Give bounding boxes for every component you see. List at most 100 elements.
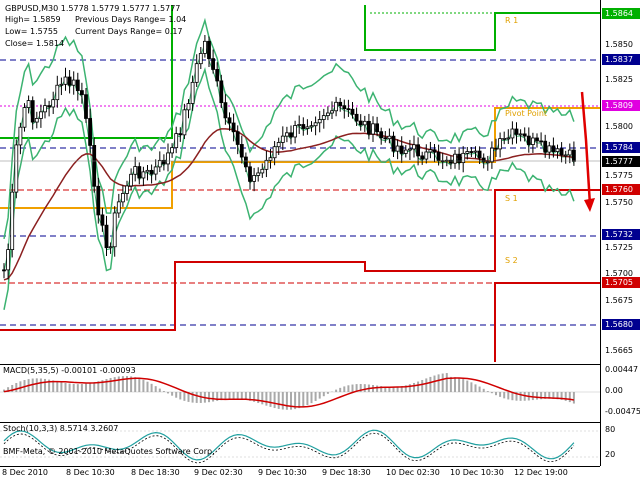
current-days-range-label: Current Days Range= 0.17 — [75, 27, 183, 36]
candle-body — [301, 124, 306, 129]
forecast-arrow-head — [584, 198, 595, 212]
candle-body — [18, 126, 23, 146]
stochastic-canvas — [0, 429, 600, 464]
candle-body — [453, 153, 457, 164]
price-box-label: 1.5809 — [605, 101, 633, 110]
candle-body — [399, 145, 404, 154]
candle-body — [531, 137, 535, 145]
candle-body — [309, 125, 314, 128]
candle-body — [481, 157, 486, 163]
candle-body — [280, 135, 285, 143]
r1-label: R 1 — [505, 16, 519, 25]
price-tick: 1.5825 — [605, 75, 633, 84]
candle-body — [235, 131, 240, 145]
price-box-label: 1.5837 — [605, 55, 633, 64]
r1-step-line — [364, 5, 600, 51]
candle-body — [170, 147, 175, 154]
pivot-point-label: Pivot Point — [505, 109, 548, 118]
candle-body — [145, 169, 150, 173]
bollinger-middle-line — [3, 41, 575, 272]
price-axis: 1.5850 1.5825 1.5800 1.5775 1.5750 1.572… — [600, 0, 640, 466]
candle-body — [506, 137, 511, 140]
price-tick: 1.5725 — [605, 243, 633, 252]
stoch-main-line — [3, 429, 575, 461]
time-axis: 8 Dec 2010 8 Dec 10:30 8 Dec 18:30 9 Dec… — [0, 466, 600, 481]
price-chart-pane[interactable]: GBPUSD,M30 1.5778 1.5779 1.5777 1.5777 H… — [0, 0, 600, 362]
macd-title: MACD(5,35,5) -0.00101 -0.00093 — [3, 366, 136, 375]
candle-body — [514, 128, 519, 135]
macd-tick: 0.00 — [605, 386, 623, 395]
candle-body — [129, 173, 134, 187]
candle-body — [330, 110, 334, 114]
time-tick: 9 Dec 02:30 — [194, 468, 243, 477]
candle-body — [457, 153, 462, 164]
price-box-label: 1.5732 — [605, 230, 633, 239]
stoch-tick: 80 — [605, 425, 616, 434]
price-tick: 1.5665 — [605, 346, 633, 355]
candle-body — [535, 137, 539, 142]
candle-body — [371, 123, 375, 135]
candle-body — [383, 137, 388, 140]
candle-body — [260, 168, 265, 174]
stochastic-pane[interactable]: Stoch(10,3,3) 8.5714 3.2607 BMF-Meta, © … — [0, 422, 600, 467]
candle-body — [88, 118, 92, 146]
candle-body — [182, 109, 187, 136]
price-box-s2: 1.5705 — [602, 277, 640, 288]
candle-body — [227, 117, 232, 124]
price-chart-canvas — [0, 5, 600, 362]
candle-body — [256, 172, 261, 176]
macd-tick: 0.00447 — [605, 365, 639, 374]
macd-pane[interactable]: MACD(5,35,5) -0.00101 -0.00093 — [0, 364, 600, 421]
candle-body — [366, 120, 371, 135]
candle-body — [572, 149, 576, 162]
candle-body — [51, 99, 56, 108]
time-tick: 8 Dec 10:30 — [66, 468, 115, 477]
candle-body — [489, 147, 494, 163]
candle-body — [219, 80, 224, 104]
copyright-footer: BMF-Meta, © 2001-2010 MetaQuotes Softwar… — [3, 447, 215, 456]
candle-body — [555, 148, 560, 152]
macd-signal-line — [3, 377, 575, 408]
time-tick: 9 Dec 18:30 — [322, 468, 371, 477]
candle-body — [2, 269, 6, 272]
candle-body — [420, 155, 425, 160]
price-box-level: 1.5680 — [602, 319, 640, 330]
price-box-r1: 1.5864 — [602, 8, 640, 19]
stochastic-title: Stoch(10,3,3) 8.5714 3.2607 — [3, 424, 119, 433]
candle-body — [6, 249, 10, 271]
candle-body — [14, 144, 19, 193]
candle-body — [153, 166, 158, 175]
candle-body — [526, 135, 531, 145]
candle-body — [34, 118, 39, 123]
candle-body — [137, 166, 142, 179]
s1-step-line — [0, 189, 600, 331]
price-box-label: 1.5760 — [605, 185, 633, 194]
candle-body — [494, 147, 498, 150]
candle-body — [432, 149, 437, 153]
candle-body — [391, 135, 396, 152]
candle-body — [59, 83, 64, 86]
high-label: High= 1.5859 — [5, 15, 61, 24]
candle-body — [551, 145, 556, 152]
candle-body — [272, 146, 277, 159]
candle-body — [174, 133, 179, 149]
close-label: Close= 1.5814 — [5, 39, 65, 48]
price-box-pivot: 1.5809 — [602, 100, 640, 111]
price-tick: 1.5800 — [605, 122, 633, 131]
pivot-step-line — [0, 107, 600, 209]
candle-body — [75, 79, 80, 91]
candle-body — [325, 112, 330, 116]
candle-body — [252, 175, 257, 182]
candle-body — [100, 214, 105, 226]
candle-body — [342, 105, 347, 110]
price-box-current: 1.5777 — [602, 156, 640, 167]
macd-canvas — [0, 373, 600, 410]
candle-body — [166, 152, 170, 165]
candle-body — [350, 108, 355, 115]
candle-body — [198, 53, 203, 65]
price-box-label: 1.5777 — [605, 157, 633, 166]
candle-body — [215, 69, 220, 82]
candle-body — [186, 103, 191, 111]
candle-body — [71, 79, 76, 86]
